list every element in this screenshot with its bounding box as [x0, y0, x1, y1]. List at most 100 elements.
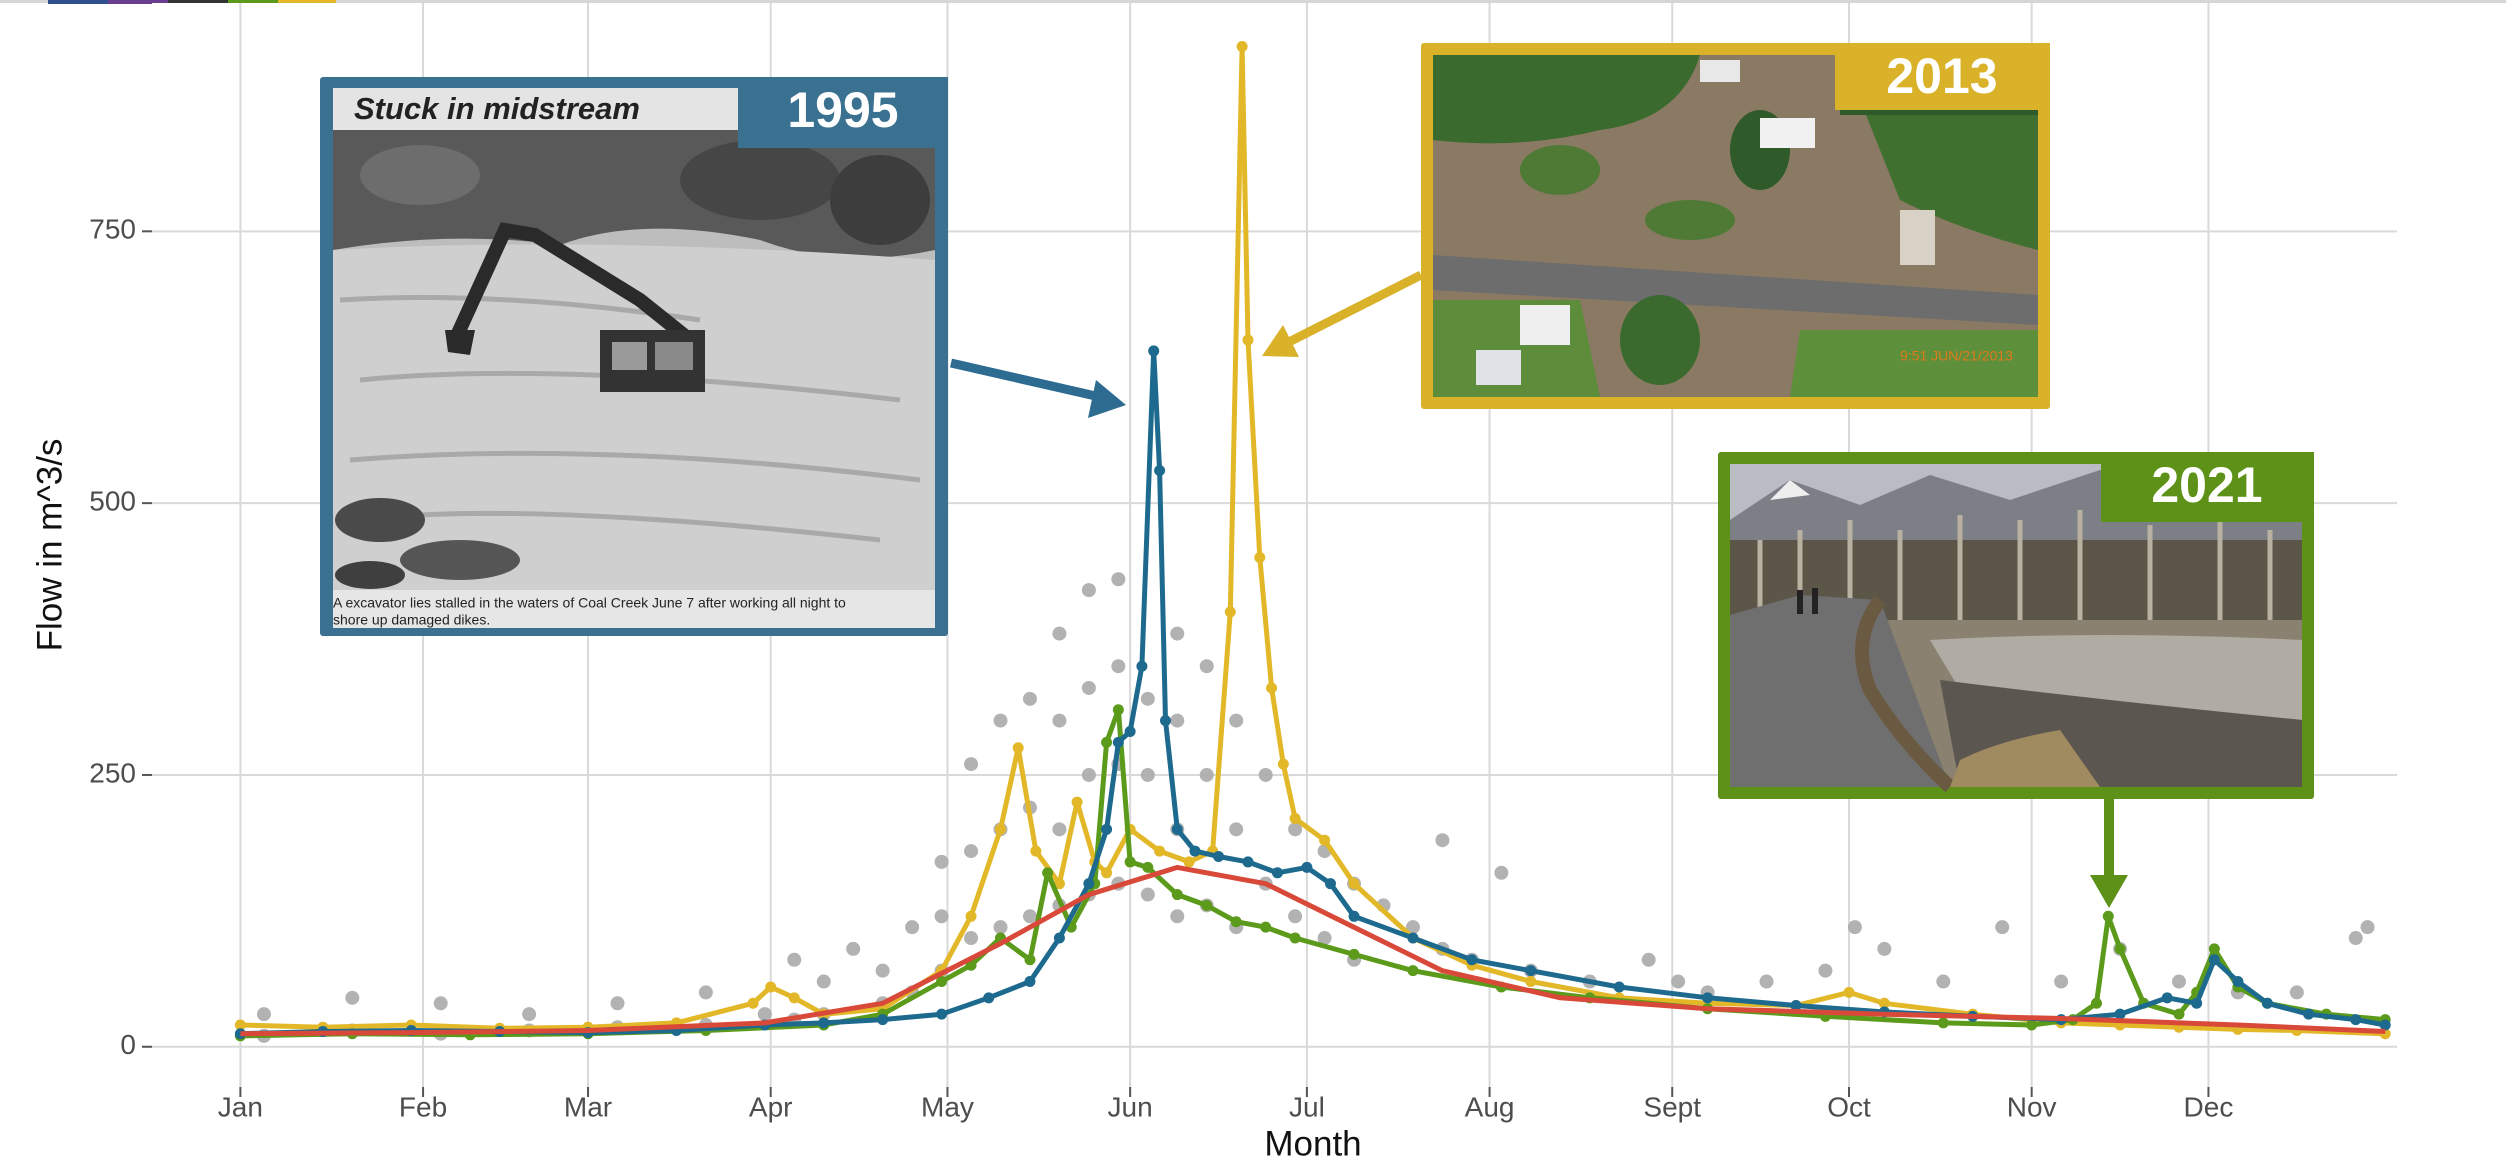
data-point [1759, 974, 1774, 989]
data-point [1159, 715, 1171, 727]
x-tick-label: Sept [1643, 1091, 1701, 1122]
data-point [877, 1014, 889, 1026]
data-point [936, 976, 948, 988]
data-point [1319, 834, 1331, 846]
x-tick-label: Aug [1465, 1091, 1515, 1122]
data-point [2303, 1008, 2315, 1020]
data-point [1071, 796, 1083, 808]
data-point [1170, 626, 1185, 641]
photo-2021-part [1797, 590, 1803, 614]
arrow-1995-part [949, 358, 1102, 402]
data-point [1154, 845, 1166, 857]
data-point [1405, 920, 1420, 935]
photo-1995-part [335, 498, 425, 542]
photo-2013-part [1433, 55, 1700, 144]
data-point [1140, 767, 1155, 782]
photo-1995-part [360, 145, 480, 205]
data-point [698, 985, 713, 1000]
data-point [1101, 867, 1113, 879]
photo-1995-part [655, 342, 693, 370]
data-point [1148, 345, 1160, 357]
data-point [1525, 965, 1537, 977]
photo-2021: 2021 [1718, 452, 2314, 799]
data-point [1936, 974, 1951, 989]
data-point [1289, 932, 1301, 944]
data-point [1112, 736, 1124, 748]
data-point [1101, 823, 1113, 835]
photo-1995-part [339, 295, 921, 543]
data-point [2173, 1008, 2185, 1020]
photo-1995: Stuck in midstream A excavator lies stal… [320, 77, 948, 636]
data-point [1937, 1017, 1949, 1029]
data-point [747, 997, 759, 1009]
year-label: 2013 [1886, 48, 1997, 104]
data-point [234, 1019, 246, 1031]
x-tick-label: May [921, 1091, 974, 1122]
photo-2013-part [1620, 295, 1700, 385]
photo-2013-part [1760, 118, 1815, 148]
photo-2021-part [2101, 452, 2314, 522]
photo-2021-part [1812, 588, 1818, 614]
arrow-1995 [949, 358, 1126, 418]
x-tick-label: Nov [2007, 1091, 2057, 1122]
photo-2013-part [1433, 255, 2038, 325]
data-point [846, 941, 861, 956]
photo-2021-part [1757, 510, 2273, 640]
arrow-2021-part [2090, 875, 2128, 908]
data-point [964, 931, 979, 946]
data-point [1878, 997, 1890, 1009]
data-point [788, 992, 800, 1004]
data-point [1277, 758, 1289, 770]
data-point [1254, 552, 1266, 564]
data-point [1024, 976, 1036, 988]
data-point [2232, 976, 2244, 988]
data-point [995, 823, 1007, 835]
data-point [522, 1007, 537, 1022]
data-point [1142, 861, 1154, 873]
data-point [1348, 910, 1360, 922]
data-point [1154, 465, 1166, 477]
x-tick-label: Jun [1108, 1091, 1153, 1122]
data-point [2090, 997, 2102, 1009]
data-point [1288, 822, 1303, 837]
data-point [964, 757, 979, 772]
photo-2021-part [1855, 595, 1955, 793]
top-bar-part [48, 0, 108, 4]
photo-1995-part [448, 222, 695, 346]
x-tick-label: Oct [1827, 1091, 1871, 1122]
data-point [1111, 572, 1126, 587]
data-point [234, 1028, 246, 1040]
top-bar-part [168, 0, 228, 4]
data-point [1081, 583, 1096, 598]
photo-1995-part [445, 330, 475, 355]
data-point [2208, 943, 2220, 955]
photo-2013-part [1520, 145, 1600, 195]
data-point [1081, 767, 1096, 782]
data-point [993, 713, 1008, 728]
x-tick-label: Dec [2184, 1091, 2234, 1122]
y-tick-label: 0 [120, 1029, 136, 1060]
photo-1995-part [335, 561, 405, 589]
y-tick-label: 250 [89, 757, 136, 788]
data-point [1266, 682, 1278, 694]
data-point [1052, 626, 1067, 641]
arrow-1995-part [1088, 380, 1126, 418]
data-point [1525, 976, 1537, 988]
data-point [1022, 691, 1037, 706]
photo-2013-part [1700, 60, 1740, 82]
data-point [2208, 954, 2220, 966]
data-point [875, 963, 890, 978]
data-point [1111, 659, 1126, 674]
year-label: 2021 [2151, 457, 2262, 513]
data-point [1230, 916, 1242, 928]
photo-2013-part [1900, 210, 1935, 265]
top-bar [0, 0, 2506, 4]
data-point [1288, 909, 1303, 924]
data-point [1317, 931, 1332, 946]
data-point [1024, 954, 1036, 966]
data-point [1189, 845, 1201, 857]
photo-2013-part [1860, 100, 2038, 250]
x-tick-label: Jul [1289, 1091, 1325, 1122]
data-point [905, 920, 920, 935]
